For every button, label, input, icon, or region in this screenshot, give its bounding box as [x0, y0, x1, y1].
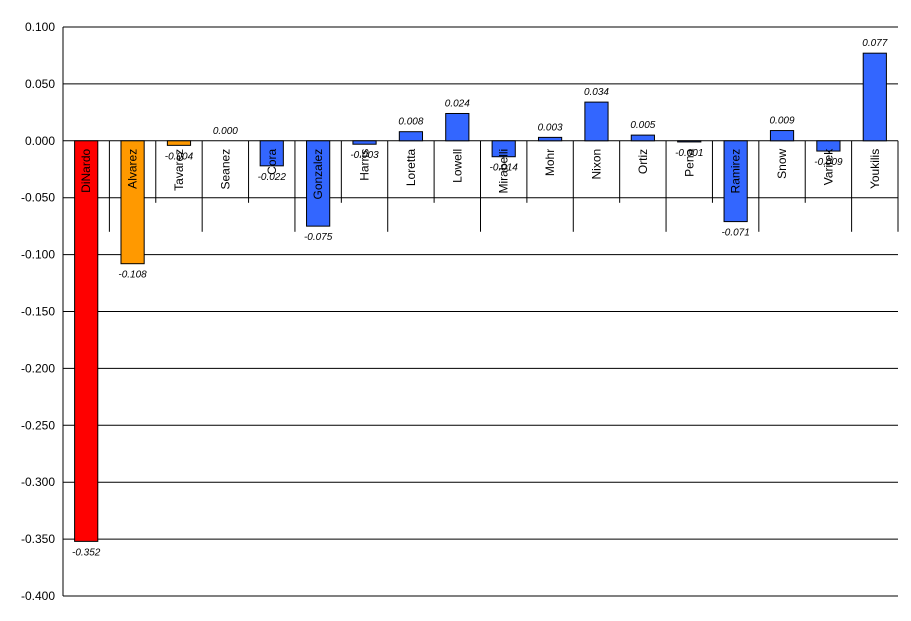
- y-tick-label: -0.250: [21, 418, 55, 432]
- bar-loretta: [398, 131, 424, 142]
- data-label: -0.009: [814, 157, 843, 168]
- category-label: Pena: [682, 148, 696, 176]
- category-label: Varitek: [821, 148, 835, 185]
- bar-cora: [259, 140, 284, 167]
- bar-mirabelli: [491, 140, 516, 158]
- y-tick-label: -0.300: [21, 475, 55, 489]
- bar-youkilis: [862, 52, 887, 142]
- bar-mohr: [537, 136, 563, 142]
- bar-alvarez: [120, 140, 145, 265]
- y-tick-label: 0.000: [25, 134, 55, 148]
- gridlines: [63, 26, 898, 597]
- category-label: Tavarez: [172, 149, 186, 191]
- data-label: -0.004: [165, 151, 194, 162]
- data-label: -0.071: [721, 228, 749, 239]
- category-separators: [108, 140, 899, 232]
- category-label: Mohr: [543, 149, 557, 176]
- data-label: 0.005: [630, 120, 655, 131]
- category-label: Lowell: [450, 149, 464, 183]
- category-label: Cora: [265, 148, 279, 174]
- bar-dinardo: [74, 140, 99, 542]
- bar-pena: [677, 140, 702, 143]
- data-label: -0.014: [490, 163, 519, 174]
- y-tick-label: -0.150: [21, 305, 55, 319]
- bars: [74, 52, 887, 542]
- category-label: Gonzalez: [311, 149, 325, 200]
- category-label: Snow: [775, 148, 789, 178]
- y-tick-label: -0.050: [21, 191, 55, 205]
- bar-ramirez: [723, 140, 748, 223]
- data-label: 0.034: [584, 87, 609, 98]
- y-tick-label: -0.200: [21, 361, 55, 375]
- category-label: DiNardo: [79, 148, 93, 192]
- y-tick-label: 0.050: [25, 77, 55, 91]
- bar-tavarez: [166, 140, 192, 146]
- bar-harris: [352, 140, 377, 145]
- data-label: -0.108: [118, 270, 147, 281]
- y-tick-label: -0.350: [21, 532, 55, 546]
- data-label: 0.003: [538, 122, 563, 133]
- category-label: Loretta: [404, 148, 418, 186]
- data-label: 0.009: [770, 116, 795, 127]
- category-label: Mirabelli: [497, 149, 511, 194]
- category-label: Ortiz: [636, 149, 650, 174]
- category-label: Youkilis: [868, 149, 882, 189]
- bar-lowell: [445, 112, 470, 142]
- bar-snow: [769, 130, 795, 142]
- data-label: 0.008: [398, 117, 423, 128]
- category-label: Harris: [358, 149, 372, 181]
- category-label: Nixon: [589, 149, 603, 180]
- bar-varitek: [816, 140, 841, 152]
- data-label: -0.003: [350, 150, 379, 161]
- data-labels: -0.352 -0.108 -0.004 0.000 -0.022 -0.075 -0.00…: [72, 38, 888, 558]
- y-tick-label: 0.100: [25, 20, 55, 34]
- category-label: Seanez: [218, 149, 232, 190]
- bar-gonzalez: [306, 140, 331, 227]
- data-label: 0.024: [445, 98, 470, 109]
- y-tick-label: -0.100: [21, 248, 55, 262]
- y-axis-tick-labels: 0.100 0.050 0.000 -0.050 -0.100 -0.150 -0.200 -…: [21, 20, 55, 603]
- bar-nixon: [584, 101, 609, 142]
- category-labels: DiNardo Alvarez Tavarez Seanez Cora Gonzalez H…: [79, 148, 882, 200]
- data-label: -0.001: [675, 148, 703, 159]
- data-label: 0.000: [213, 126, 238, 137]
- data-label: -0.352: [72, 547, 101, 558]
- y-tick-label: -0.400: [21, 589, 55, 603]
- data-label: -0.022: [258, 172, 287, 183]
- category-label: Ramirez: [729, 149, 743, 194]
- data-label: 0.077: [862, 38, 887, 49]
- bar-ortiz: [630, 134, 655, 142]
- data-label: -0.075: [304, 232, 333, 243]
- category-label: Alvarez: [126, 149, 140, 189]
